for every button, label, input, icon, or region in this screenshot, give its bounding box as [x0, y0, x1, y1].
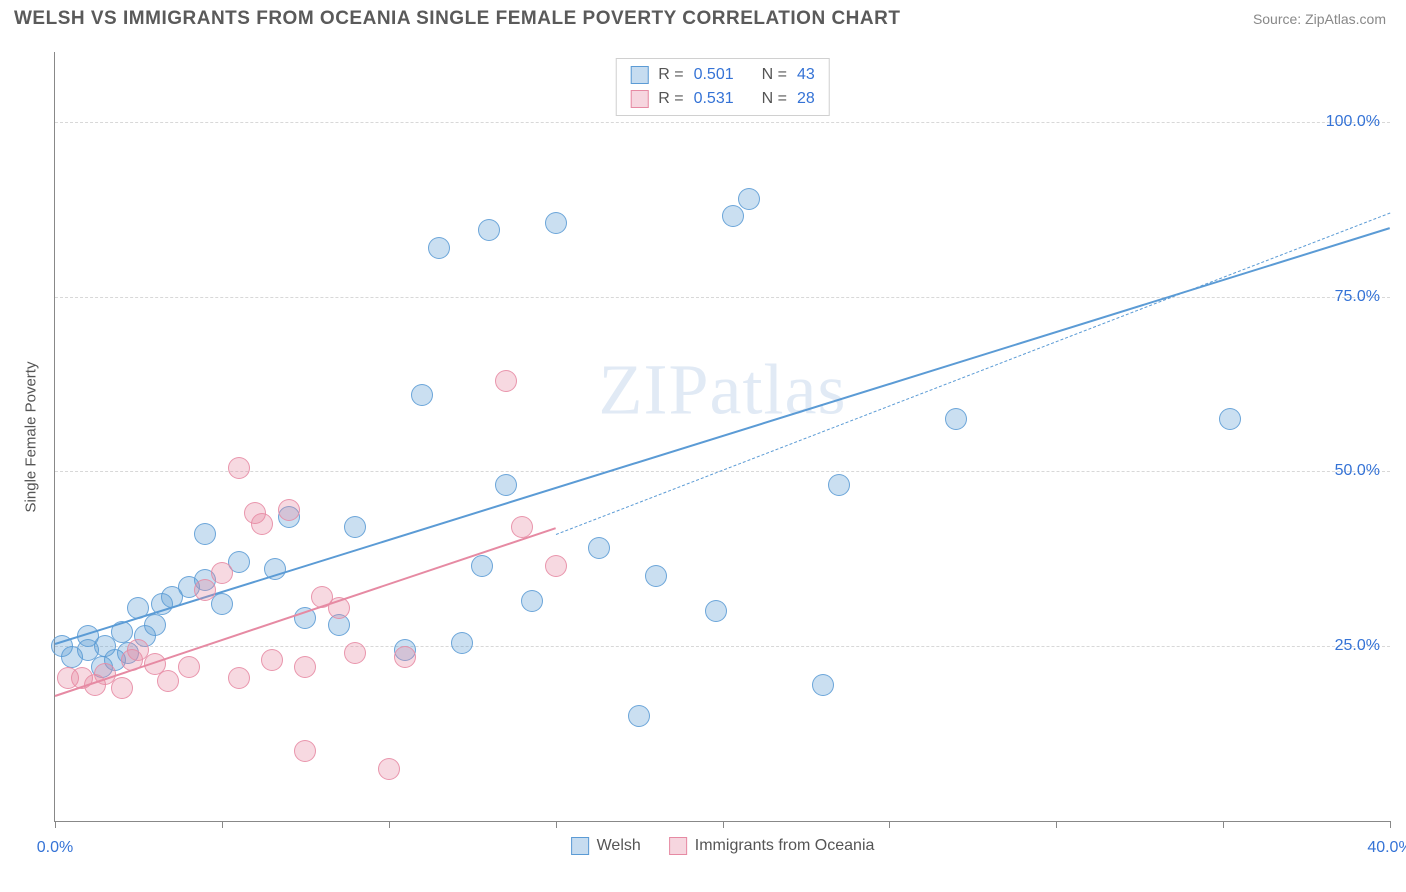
- x-tick-label: 0.0%: [37, 839, 73, 857]
- trend-line: [555, 213, 1390, 536]
- y-tick-label: 75.0%: [1335, 288, 1380, 306]
- scatter-point: [111, 677, 133, 699]
- scatter-point: [144, 614, 166, 636]
- chart-title: WELSH VS IMMIGRANTS FROM OCEANIA SINGLE …: [14, 8, 900, 30]
- x-tick-label: 40.0%: [1367, 839, 1406, 857]
- source-prefix: Source:: [1253, 11, 1305, 27]
- y-tick-label: 25.0%: [1335, 637, 1380, 655]
- scatter-point: [495, 474, 517, 496]
- scatter-point: [378, 758, 400, 780]
- scatter-point: [251, 513, 273, 535]
- x-tick: [1223, 821, 1224, 828]
- x-tick: [1390, 821, 1391, 828]
- scatter-point: [344, 516, 366, 538]
- scatter-point: [722, 205, 744, 227]
- gridline: [55, 122, 1390, 123]
- scatter-point: [495, 370, 517, 392]
- x-tick: [723, 821, 724, 828]
- legend-r-label: R =: [658, 63, 683, 87]
- x-tick: [556, 821, 557, 828]
- legend-n-value: 43: [797, 63, 815, 87]
- legend-r-value: 0.501: [694, 63, 734, 87]
- legend-swatch-welsh: [571, 837, 589, 855]
- x-tick: [55, 821, 56, 828]
- scatter-point: [545, 212, 567, 234]
- gridline: [55, 471, 1390, 472]
- scatter-point: [945, 408, 967, 430]
- scatter-point: [588, 537, 610, 559]
- legend-r-value: 0.531: [694, 87, 734, 111]
- chart-source: Source: ZipAtlas.com: [1253, 11, 1386, 27]
- legend-r-label: R =: [658, 87, 683, 111]
- gridline: [55, 646, 1390, 647]
- scatter-point: [228, 667, 250, 689]
- legend-label: Welsh: [597, 837, 641, 855]
- scatter-point: [628, 705, 650, 727]
- legend-swatch-oceania: [630, 90, 648, 108]
- y-axis-label: Single Female Poverty: [23, 361, 40, 512]
- scatter-point: [428, 237, 450, 259]
- scatter-point: [261, 649, 283, 671]
- scatter-point: [738, 188, 760, 210]
- legend-n-label: N =: [762, 63, 787, 87]
- scatter-point: [194, 579, 216, 601]
- legend-swatch-oceania: [669, 837, 687, 855]
- legend-stats-row: R = 0.501 N = 43: [630, 63, 815, 87]
- legend-n-value: 28: [797, 87, 815, 111]
- legend-swatch-welsh: [630, 66, 648, 84]
- scatter-point: [478, 219, 500, 241]
- scatter-point: [157, 670, 179, 692]
- legend-series: Welsh Immigrants from Oceania: [571, 837, 875, 855]
- legend-n-label: N =: [762, 87, 787, 111]
- scatter-point: [294, 740, 316, 762]
- x-tick: [222, 821, 223, 828]
- scatter-point: [194, 523, 216, 545]
- y-tick-label: 50.0%: [1335, 462, 1380, 480]
- source-name: ZipAtlas.com: [1305, 11, 1386, 27]
- gridline: [55, 297, 1390, 298]
- scatter-point: [344, 642, 366, 664]
- scatter-point: [1219, 408, 1241, 430]
- chart-container: ZIPatlas Single Female Poverty R = 0.501…: [8, 40, 1398, 870]
- scatter-point: [178, 656, 200, 678]
- scatter-point: [521, 590, 543, 612]
- scatter-point: [645, 565, 667, 587]
- scatter-point: [411, 384, 433, 406]
- legend-stats-row: R = 0.531 N = 28: [630, 87, 815, 111]
- legend-label: Immigrants from Oceania: [695, 837, 875, 855]
- scatter-point: [394, 646, 416, 668]
- x-tick: [889, 821, 890, 828]
- legend-item-oceania: Immigrants from Oceania: [669, 837, 875, 855]
- y-tick-label: 100.0%: [1326, 113, 1380, 131]
- scatter-point: [812, 674, 834, 696]
- scatter-point: [278, 499, 300, 521]
- scatter-point: [294, 656, 316, 678]
- watermark: ZIPatlas: [599, 349, 847, 432]
- plot-area: ZIPatlas Single Female Poverty R = 0.501…: [54, 52, 1390, 822]
- scatter-point: [471, 555, 493, 577]
- scatter-point: [451, 632, 473, 654]
- x-tick: [1056, 821, 1057, 828]
- scatter-point: [228, 457, 250, 479]
- legend-stats: R = 0.501 N = 43 R = 0.531 N = 28: [615, 58, 830, 116]
- x-tick: [389, 821, 390, 828]
- scatter-point: [211, 562, 233, 584]
- scatter-point: [828, 474, 850, 496]
- legend-item-welsh: Welsh: [571, 837, 641, 855]
- scatter-point: [705, 600, 727, 622]
- scatter-point: [545, 555, 567, 577]
